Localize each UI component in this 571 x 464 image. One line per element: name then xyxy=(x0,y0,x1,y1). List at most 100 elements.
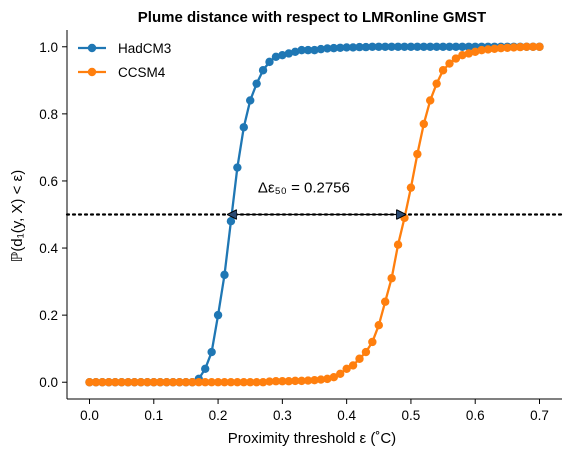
data-point xyxy=(213,378,223,387)
data-point xyxy=(464,49,473,58)
data-point xyxy=(265,377,274,386)
data-point xyxy=(323,44,332,53)
data-point xyxy=(104,378,113,387)
data-point xyxy=(316,375,326,384)
x-tick-label: 0.5 xyxy=(402,408,421,423)
data-point xyxy=(329,372,338,382)
data-point xyxy=(194,378,203,387)
data-point xyxy=(516,42,525,52)
x-tick-label: 0.0 xyxy=(80,408,99,423)
y-tick-label: 1.0 xyxy=(39,40,58,55)
data-point xyxy=(368,42,377,51)
data-point xyxy=(239,123,248,132)
data-point xyxy=(381,297,390,306)
data-point xyxy=(278,50,287,60)
data-point xyxy=(374,42,383,51)
x-tick-label: 0.3 xyxy=(273,408,292,423)
data-point xyxy=(220,270,229,280)
data-point xyxy=(329,43,338,53)
data-point xyxy=(258,66,268,75)
data-point xyxy=(503,43,512,52)
data-point xyxy=(393,42,403,51)
data-point xyxy=(181,378,191,387)
data-point xyxy=(445,42,454,51)
data-point xyxy=(265,57,274,67)
data-point xyxy=(406,183,416,192)
data-point xyxy=(342,364,351,374)
y-tick-label: 0.0 xyxy=(39,375,58,390)
data-point xyxy=(342,43,351,52)
data-point xyxy=(201,378,210,387)
data-point xyxy=(98,378,107,387)
data-point xyxy=(387,274,396,283)
data-point xyxy=(361,42,371,52)
data-point xyxy=(528,42,538,51)
data-point xyxy=(207,347,216,357)
legend-label: CCSM4 xyxy=(118,65,166,80)
data-point xyxy=(368,337,377,347)
data-point xyxy=(432,42,441,51)
data-point xyxy=(136,378,146,387)
data-point xyxy=(226,217,236,226)
data-point xyxy=(297,45,306,55)
data-point xyxy=(303,376,313,385)
data-point xyxy=(252,378,261,387)
data-point xyxy=(419,119,428,129)
x-tick-label: 0.6 xyxy=(466,408,485,423)
data-point xyxy=(111,378,120,387)
data-point xyxy=(117,378,126,387)
data-point xyxy=(91,378,101,387)
data-point xyxy=(246,378,255,387)
data-point xyxy=(496,43,506,53)
data-point xyxy=(374,321,383,330)
y-tick-label: 0.6 xyxy=(39,174,58,189)
x-tick-label: 0.2 xyxy=(209,408,228,423)
data-point xyxy=(168,378,178,387)
chart-title: Plume distance with respect to LMRonline… xyxy=(138,9,486,26)
data-point xyxy=(291,376,300,386)
data-point xyxy=(445,59,454,68)
data-point xyxy=(271,377,281,386)
data-point xyxy=(483,45,493,54)
data-point xyxy=(316,44,326,54)
data-point xyxy=(348,43,358,52)
y-tick-label: 0.4 xyxy=(39,241,58,256)
data-point xyxy=(413,42,422,51)
data-point xyxy=(291,47,300,57)
series-ccsm4 xyxy=(85,42,544,387)
data-point xyxy=(175,378,184,387)
data-point xyxy=(271,52,281,62)
data-point xyxy=(471,47,480,57)
legend-marker xyxy=(87,67,97,77)
data-point xyxy=(233,163,242,172)
data-point xyxy=(451,42,461,51)
x-tick-label: 0.7 xyxy=(530,408,549,423)
data-point xyxy=(220,378,229,387)
data-point xyxy=(278,377,287,386)
data-point xyxy=(130,378,139,387)
data-point xyxy=(361,347,371,357)
data-point xyxy=(464,42,473,51)
data-point xyxy=(233,378,242,387)
data-point xyxy=(522,42,531,51)
data-point xyxy=(458,42,467,51)
data-point xyxy=(406,42,416,51)
y-tick-label: 0.2 xyxy=(39,308,58,323)
data-point xyxy=(323,374,332,384)
data-point xyxy=(509,43,518,52)
data-point xyxy=(381,42,390,51)
data-point xyxy=(297,376,306,386)
x-tick-label: 0.4 xyxy=(337,408,356,423)
data-point xyxy=(413,149,422,159)
data-point xyxy=(226,378,236,387)
data-point xyxy=(348,361,358,370)
x-tick-label: 0.1 xyxy=(144,408,163,423)
data-point xyxy=(387,42,396,51)
data-point xyxy=(310,376,319,385)
data-point xyxy=(143,378,152,387)
data-point xyxy=(252,79,261,88)
data-point xyxy=(213,310,223,320)
y-tick-label: 0.8 xyxy=(39,107,58,122)
